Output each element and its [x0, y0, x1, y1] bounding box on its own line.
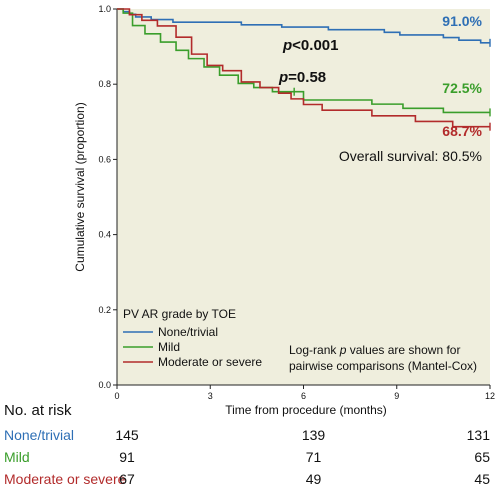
- risk-value: 139: [302, 427, 326, 443]
- series-end-label: 68.7%: [442, 123, 482, 139]
- legend: PV AR grade by TOE None/trivialMildModer…: [123, 307, 262, 369]
- logrank-note-line2: pairwise comparisons (Mantel-Cox): [289, 359, 477, 373]
- p-value-pairwise: p=0.58: [278, 69, 326, 86]
- risk-value: 145: [115, 427, 139, 443]
- risk-value: 65: [474, 449, 490, 465]
- chart-labels: 91.0% 72.5% 68.7%: [442, 13, 482, 139]
- risk-table: No. at risk None/trivial 145 139 131 Mild 91 7…: [4, 402, 490, 487]
- risk-table-title: No. at risk: [4, 402, 72, 419]
- risk-row-label: None/trivial: [4, 427, 74, 443]
- risk-row-label: Mild: [4, 449, 30, 465]
- x-tick-label: 0: [114, 391, 119, 401]
- y-tick-label: 0.2: [98, 305, 111, 315]
- x-tick-label: 12: [485, 391, 495, 401]
- series-end-label: 91.0%: [442, 13, 482, 29]
- survival-curves: [117, 8, 491, 131]
- legend-title: PV AR grade by TOE: [123, 307, 236, 321]
- axes: 0.0 0.2 0.4 0.6 0.8 1.0 0 3 6 9 12: [98, 4, 495, 401]
- logrank-note-line1: Log-rank p values are shown for: [289, 343, 460, 357]
- x-tick-label: 6: [301, 391, 306, 401]
- risk-value: 49: [306, 471, 322, 487]
- y-tick-label: 1.0: [98, 4, 111, 14]
- p-value-overall: p<0.001: [282, 37, 338, 54]
- risk-value: 67: [119, 471, 135, 487]
- legend-label: None/trivial: [158, 325, 218, 339]
- plot-area: [117, 9, 490, 385]
- x-tick-label: 3: [208, 391, 213, 401]
- series-line-moderate-or-severe: [117, 8, 490, 128]
- legend-label: Moderate or severe: [158, 355, 262, 369]
- series-line-none-trivial: [117, 8, 490, 44]
- y-tick-label: 0.8: [98, 79, 111, 89]
- risk-value: 45: [474, 471, 490, 487]
- risk-value: 71: [306, 449, 322, 465]
- series-line-mild: [117, 8, 490, 114]
- x-tick-label: 9: [394, 391, 399, 401]
- y-axis-title: Cumulative survival (proportion): [73, 102, 87, 271]
- series-end-label: 72.5%: [442, 80, 482, 96]
- legend-label: Mild: [158, 340, 180, 354]
- risk-row-label: Moderate or severe: [4, 471, 126, 487]
- y-tick-label: 0.6: [98, 154, 111, 164]
- y-tick-label: 0.0: [98, 380, 111, 390]
- y-tick-label: 0.4: [98, 230, 111, 240]
- overall-survival-label: Overall survival: 80.5%: [339, 148, 482, 164]
- risk-value: 131: [467, 427, 491, 443]
- x-axis-title: Time from procedure (months): [225, 403, 387, 417]
- risk-value: 91: [119, 449, 135, 465]
